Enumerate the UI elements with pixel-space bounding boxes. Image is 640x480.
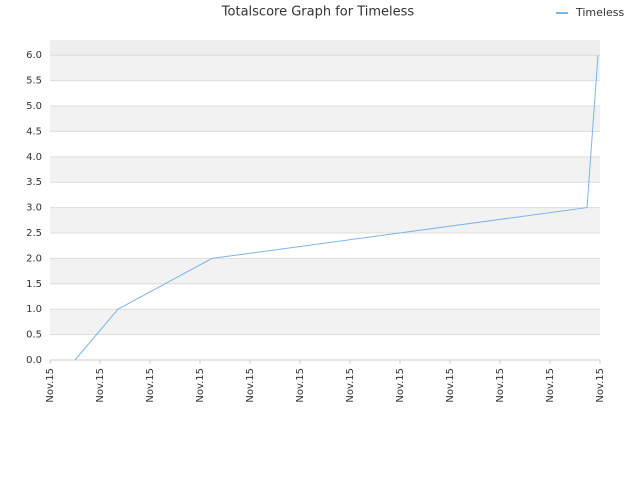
grid-band: [50, 55, 600, 81]
x-tick-label: Nov.15: [445, 368, 456, 403]
x-tick-label: Nov.15: [95, 368, 106, 403]
y-tick-label: 0.0: [26, 355, 42, 366]
x-tick-label: Nov.15: [595, 368, 606, 403]
legend-label: Timeless: [575, 6, 624, 19]
grid-band: [50, 106, 600, 132]
x-tick-label: Nov.15: [345, 368, 356, 403]
grid-band: [50, 258, 600, 284]
y-tick-label: 1.0: [26, 304, 42, 315]
y-tick-label: 2.0: [26, 253, 42, 264]
y-tick-label: 5.0: [26, 101, 42, 112]
y-tick-label: 2.5: [26, 228, 42, 239]
grid-band: [50, 309, 600, 335]
y-tick-label: 1.5: [26, 279, 42, 290]
y-tick-label: 0.5: [26, 330, 42, 341]
y-tick-label: 3.0: [26, 203, 42, 214]
x-tick-label: Nov.15: [545, 368, 556, 403]
x-tick-label: Nov.15: [395, 368, 406, 403]
grid-band: [50, 207, 600, 234]
x-tick-label: Nov.15: [145, 368, 156, 403]
grid-band: [50, 40, 600, 56]
y-tick-label: 4.0: [26, 152, 42, 163]
y-tick-label: 6.0: [26, 50, 42, 61]
y-tick-label: 4.5: [26, 126, 42, 137]
chart-title: Totalscore Graph for Timeless: [221, 5, 415, 20]
x-tick-label: Nov.15: [245, 368, 256, 403]
x-tick-label: Nov.15: [495, 368, 506, 403]
grid-band: [50, 156, 600, 183]
x-tick-label: Nov.15: [295, 368, 306, 403]
y-tick-label: 3.5: [26, 177, 42, 188]
y-tick-label: 5.5: [26, 76, 42, 87]
x-tick-label: Nov.15: [195, 368, 206, 403]
x-tick-label: Nov.15: [45, 368, 56, 403]
line: [74, 55, 599, 361]
